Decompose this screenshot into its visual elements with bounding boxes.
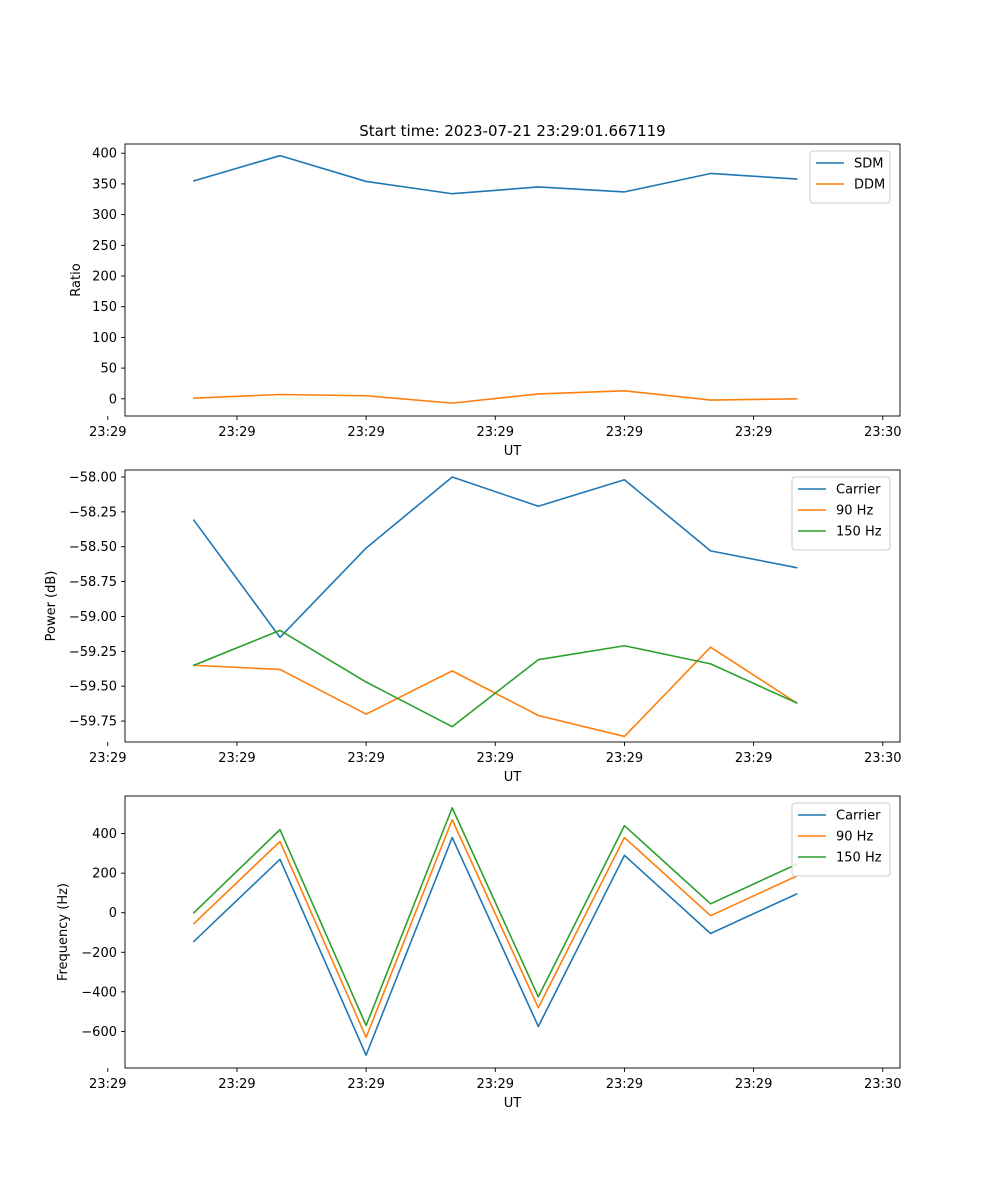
y-tick-label: −59.75 bbox=[69, 715, 117, 730]
legend-label: 150 Hz bbox=[836, 525, 882, 540]
x-tick-label: 23:29 bbox=[606, 425, 643, 440]
legend-label: Carrier bbox=[836, 809, 881, 824]
y-tick-label: 100 bbox=[92, 331, 117, 346]
y-tick-label: 400 bbox=[92, 147, 117, 162]
y-tick-label: 250 bbox=[92, 239, 117, 254]
y-tick-label: 300 bbox=[92, 208, 117, 223]
x-tick-label: 23:29 bbox=[735, 751, 772, 766]
subplot-frequency: 23:29 23:29 23:29 23:29 23:29 23:29 23:30 −600 −… bbox=[56, 795, 902, 1111]
x-tick-label: 23:29 bbox=[606, 1077, 643, 1092]
y-tick-label: −58.25 bbox=[69, 505, 117, 520]
x-tick-label: 23:29 bbox=[89, 1077, 126, 1092]
y-tick-label: 200 bbox=[92, 867, 117, 882]
legend-label: 90 Hz bbox=[836, 504, 873, 519]
legend-label: Carrier bbox=[836, 483, 881, 498]
x-tick-label: 23:29 bbox=[735, 425, 772, 440]
y-tick-label: 50 bbox=[100, 362, 117, 377]
x-tick-label: 23:29 bbox=[89, 425, 126, 440]
y-tick-label: 0 bbox=[109, 906, 117, 921]
legend-label: SDM bbox=[854, 157, 883, 172]
y-tick-label: −58.75 bbox=[69, 575, 117, 590]
x-tick-label: 23:30 bbox=[864, 425, 901, 440]
x-axis-label: UT bbox=[504, 770, 522, 785]
axes-frame bbox=[124, 143, 901, 417]
legend-label: DDM bbox=[854, 178, 885, 193]
x-tick-label: 23:29 bbox=[89, 751, 126, 766]
series-line-ddm bbox=[193, 390, 798, 404]
y-tick-label: −58.50 bbox=[69, 540, 117, 555]
legend-box bbox=[809, 150, 891, 204]
legend-label: 90 Hz bbox=[836, 830, 873, 845]
subplot-power: 23:29 23:29 23:29 23:29 23:29 23:29 23:30 −59.7… bbox=[44, 469, 902, 785]
series-line-carrier bbox=[192, 836, 798, 1056]
x-tick-label: 23:29 bbox=[218, 425, 255, 440]
y-tick-label: −200 bbox=[81, 946, 117, 961]
y-axis-label: Frequency (Hz) bbox=[56, 883, 71, 981]
axes-frame bbox=[124, 469, 901, 743]
legend: Carrier 90 Hz 150 Hz bbox=[791, 476, 891, 551]
x-tick-label: 23:29 bbox=[477, 751, 514, 766]
y-tick-label: 400 bbox=[92, 827, 117, 842]
y-axis-label: Ratio bbox=[69, 263, 84, 296]
x-tick-label: 23:30 bbox=[864, 751, 901, 766]
series-line-150-hz bbox=[192, 629, 798, 728]
legend-label: 150 Hz bbox=[836, 851, 882, 866]
series-line-150-hz bbox=[192, 807, 798, 1027]
x-axis-label: UT bbox=[504, 1096, 522, 1111]
y-axis-label: Power (dB) bbox=[44, 571, 59, 642]
x-tick-label: 23:29 bbox=[477, 1077, 514, 1092]
x-tick-label: 23:29 bbox=[606, 751, 643, 766]
y-tick-label: −600 bbox=[81, 1025, 117, 1040]
x-tick-label: 23:29 bbox=[347, 1077, 384, 1092]
x-tick-label: 23:29 bbox=[347, 751, 384, 766]
x-tick-label: 23:29 bbox=[218, 1077, 255, 1092]
x-tick-label: 23:29 bbox=[218, 751, 255, 766]
x-tick-label: 23:29 bbox=[735, 1077, 772, 1092]
y-tick-label: −59.50 bbox=[69, 680, 117, 695]
y-tick-label: 200 bbox=[92, 270, 117, 285]
y-tick-label: 150 bbox=[92, 300, 117, 315]
y-tick-label: −59.25 bbox=[69, 645, 117, 660]
series-line-90-hz bbox=[192, 818, 798, 1039]
legend: SDM DDM bbox=[809, 150, 891, 204]
subplot-ratio: 23:29 23:29 23:29 23:29 23:29 23:29 23:30 0 50 10… bbox=[69, 143, 902, 459]
y-tick-label: −59.00 bbox=[69, 610, 117, 625]
series-line-90-hz bbox=[193, 646, 798, 738]
y-tick-label: 350 bbox=[92, 177, 117, 192]
x-tick-label: 23:29 bbox=[477, 425, 514, 440]
x-tick-label: 23:30 bbox=[864, 1077, 901, 1092]
y-tick-label: 0 bbox=[109, 392, 117, 407]
x-axis-label: UT bbox=[504, 444, 522, 459]
y-tick-label: −400 bbox=[81, 985, 117, 1000]
axes-frame bbox=[124, 795, 901, 1069]
series-line-carrier bbox=[192, 476, 798, 639]
chart-title: Start time: 2023-07-21 23:29:01.667119 bbox=[359, 122, 665, 140]
y-tick-label: −58.00 bbox=[69, 470, 117, 485]
legend: Carrier 90 Hz 150 Hz bbox=[791, 802, 891, 877]
x-tick-label: 23:29 bbox=[347, 425, 384, 440]
series-line-sdm bbox=[192, 154, 798, 195]
